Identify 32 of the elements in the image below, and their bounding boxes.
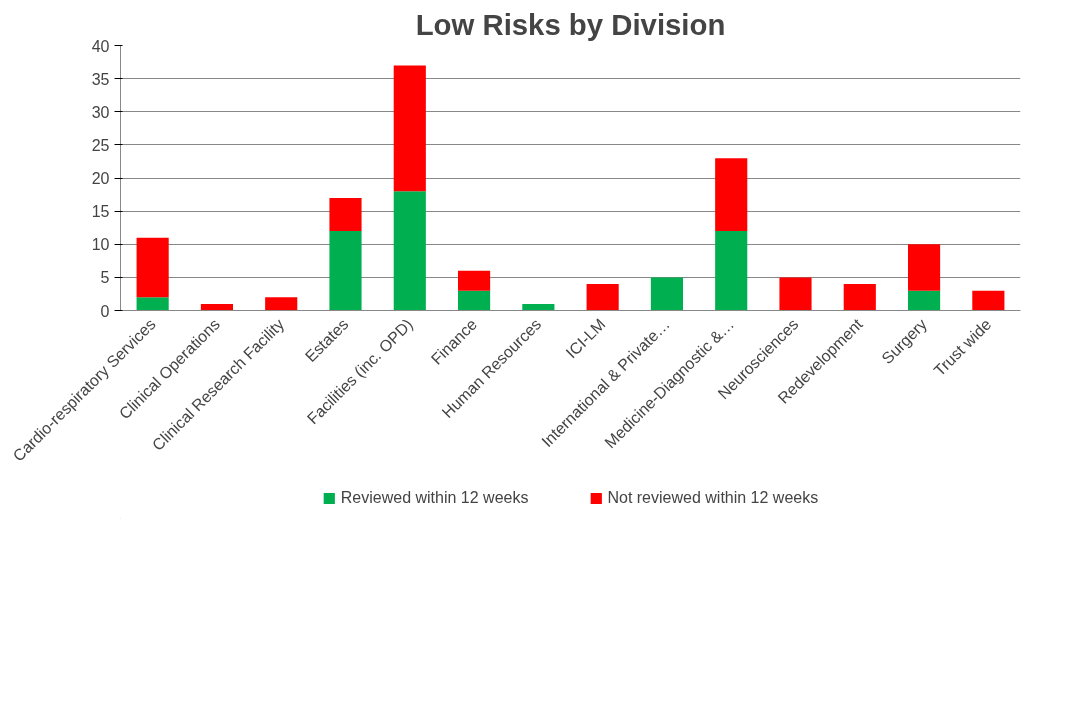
- bar: [779, 277, 812, 311]
- bar: [458, 270, 491, 291]
- y-tick-label: 25: [91, 136, 110, 154]
- y-tick-label: 35: [91, 70, 110, 88]
- y-tick-label: 30: [91, 103, 110, 121]
- bar: [715, 158, 748, 231]
- y-tick-label: 40: [91, 37, 110, 55]
- bar: [393, 191, 426, 311]
- bar: [650, 277, 683, 311]
- bar: [458, 290, 491, 311]
- y-tick-label: 10: [91, 236, 110, 254]
- legend-label: Not reviewed within 12 weeks: [607, 489, 819, 507]
- bar: [522, 303, 555, 311]
- bar: [329, 197, 362, 231]
- bar: [972, 290, 1005, 311]
- y-tick-label: 0: [100, 302, 110, 320]
- bar: [586, 284, 619, 311]
- bar: [908, 244, 941, 291]
- bar: [200, 303, 233, 311]
- bar: [393, 65, 426, 192]
- bar: [843, 284, 876, 311]
- bar: [908, 290, 941, 311]
- bar: [715, 231, 748, 311]
- bar: [136, 237, 169, 298]
- bar: [136, 297, 169, 311]
- chart-title: Low Risks by Division: [415, 7, 726, 41]
- bar: [329, 231, 362, 311]
- bar: [265, 297, 298, 311]
- y-tick-label: 20: [91, 170, 110, 187]
- legend-label: Reviewed within 12 weeks: [340, 489, 529, 507]
- y-tick-label: 15: [91, 203, 110, 221]
- y-tick-label: 5: [100, 269, 110, 287]
